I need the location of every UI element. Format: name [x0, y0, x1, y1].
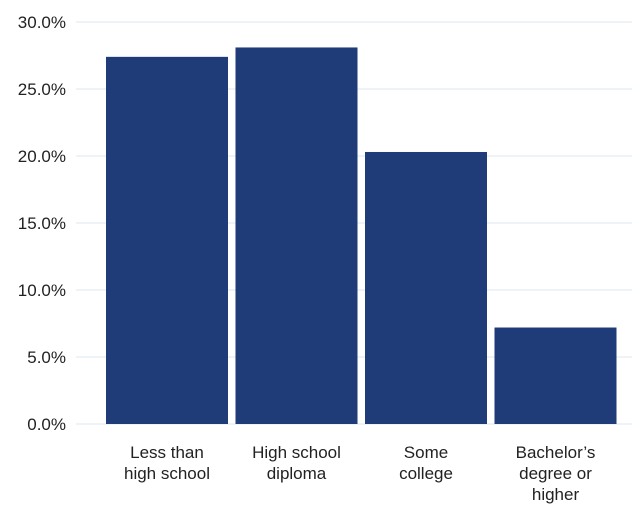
y-tick-label: 20.0% [18, 147, 66, 166]
y-tick-label: 0.0% [27, 415, 66, 434]
x-category-label-line: Bachelor’s [516, 443, 596, 462]
bar [235, 47, 358, 425]
x-category-label-line: high school [124, 464, 210, 483]
x-category-label: Bachelor’s degree or higher [516, 443, 596, 504]
x-category-label-line: degree or [519, 464, 592, 483]
x-category-label-line: college [399, 464, 453, 483]
x-category-label: Some college [399, 443, 453, 483]
x-axis-category-labels: Less than high school High school diploma So… [124, 443, 595, 504]
x-category-label-line: Less than [130, 443, 204, 462]
x-category-label: High school diploma [252, 443, 341, 483]
y-tick-label: 5.0% [27, 348, 66, 367]
y-tick-label: 15.0% [18, 214, 66, 233]
x-category-label-line: Some [404, 443, 448, 462]
y-tick-label: 10.0% [18, 281, 66, 300]
x-category-label-line: diploma [267, 464, 327, 483]
bar [106, 56, 228, 425]
x-category-label-line: High school [252, 443, 341, 462]
x-category-label: Less than high school [124, 443, 210, 483]
y-tick-label: 25.0% [18, 80, 66, 99]
y-tick-label: 30.0% [18, 13, 66, 32]
bar [365, 151, 487, 425]
bar [494, 327, 617, 424]
x-category-label-line: higher [532, 485, 580, 504]
bars [106, 47, 617, 425]
y-axis-tick-labels: 0.0% 5.0% 10.0% 15.0% 20.0% 25.0% 30.0% [18, 13, 66, 434]
